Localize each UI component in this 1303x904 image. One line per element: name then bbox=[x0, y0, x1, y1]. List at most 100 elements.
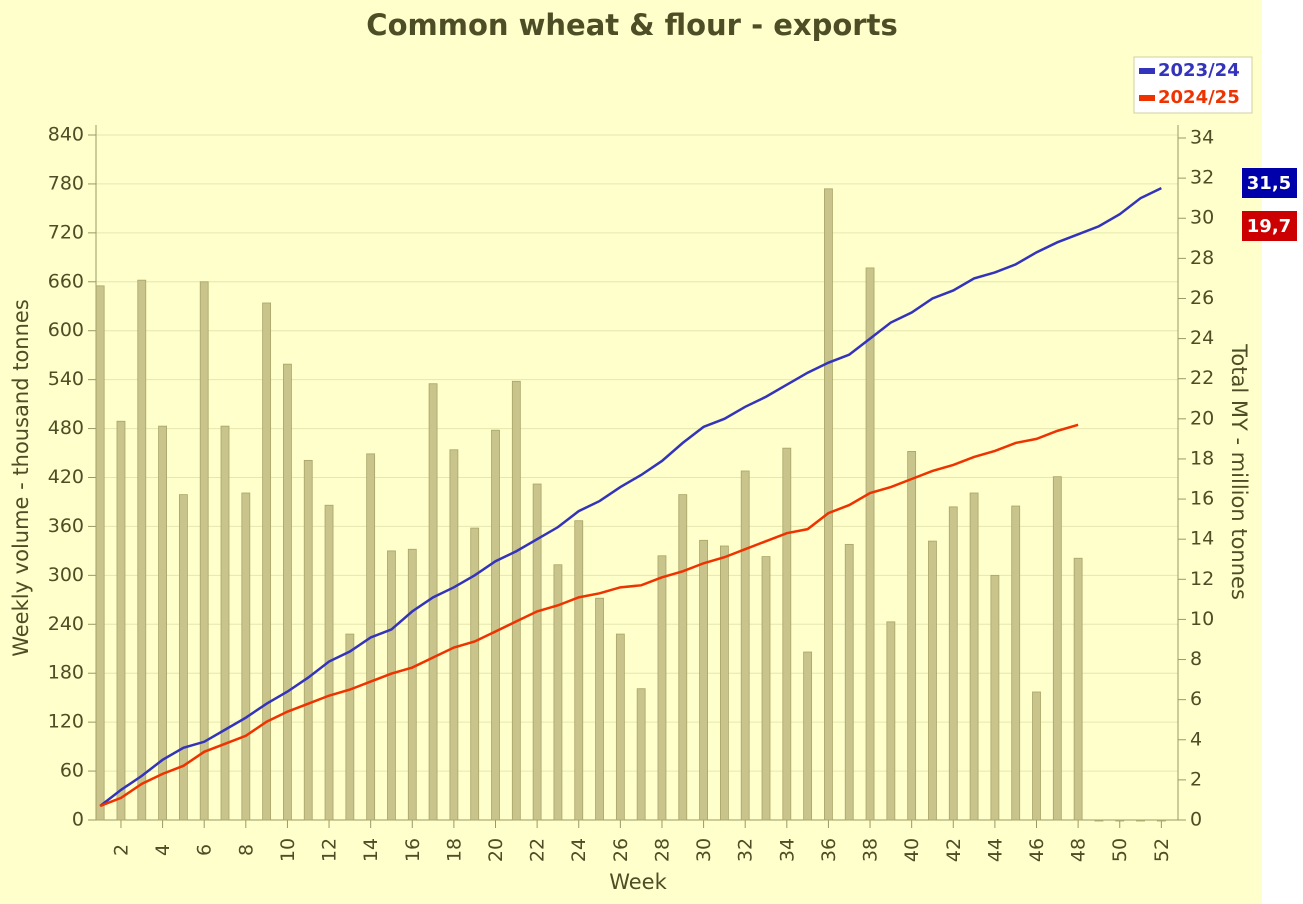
x-tick-label: 16 bbox=[402, 838, 424, 862]
end-label: 19,7 bbox=[1247, 216, 1291, 237]
bar bbox=[220, 425, 230, 821]
x-tick-label: 8 bbox=[235, 844, 257, 856]
legend bbox=[1133, 56, 1253, 114]
x-tick-label: 24 bbox=[568, 838, 590, 862]
bar bbox=[345, 633, 355, 821]
line bbox=[99, 423, 1079, 808]
end-label: 31,5 bbox=[1247, 173, 1291, 194]
bar bbox=[907, 451, 917, 821]
bar bbox=[969, 492, 979, 821]
y2-tick-label: 28 bbox=[1190, 247, 1214, 269]
bar bbox=[740, 470, 750, 821]
y2-tick-label: 26 bbox=[1190, 287, 1214, 309]
y-tick-label: 180 bbox=[48, 662, 84, 684]
bar bbox=[1052, 476, 1062, 821]
bar bbox=[178, 494, 188, 821]
y2-tick-label: 30 bbox=[1190, 207, 1214, 229]
y2-tick-label: 12 bbox=[1190, 568, 1214, 590]
end-badge bbox=[1242, 168, 1297, 198]
y-tick-label: 780 bbox=[48, 172, 84, 194]
x-tick-label: 12 bbox=[319, 838, 341, 862]
y-tick-label: 0 bbox=[72, 809, 84, 831]
bar bbox=[844, 543, 854, 821]
bar bbox=[532, 483, 542, 821]
bar bbox=[407, 548, 417, 821]
bar bbox=[199, 281, 209, 821]
bar bbox=[303, 459, 313, 821]
x-tick-label: 36 bbox=[818, 838, 840, 862]
chart-title: Common wheat & flour - exports bbox=[366, 8, 897, 42]
x-axis-label: Week bbox=[609, 870, 667, 894]
y-tick-label: 720 bbox=[48, 221, 84, 243]
legend-label: 2024/25 bbox=[1158, 87, 1240, 108]
bar bbox=[574, 520, 584, 821]
y-tick-label: 60 bbox=[60, 760, 84, 782]
bar bbox=[1115, 819, 1125, 822]
x-tick-label: 48 bbox=[1068, 838, 1090, 862]
bar bbox=[511, 380, 521, 821]
y2-tick-label: 34 bbox=[1190, 127, 1214, 149]
bar bbox=[657, 555, 667, 821]
y-tick-label: 240 bbox=[48, 613, 84, 635]
line bbox=[99, 187, 1162, 807]
y2-tick-label: 22 bbox=[1190, 367, 1214, 389]
x-tick-label: 50 bbox=[1109, 838, 1131, 862]
y-tick-label: 120 bbox=[48, 711, 84, 733]
y2-tick-label: 4 bbox=[1190, 728, 1202, 750]
bar bbox=[948, 506, 958, 821]
bar bbox=[241, 492, 251, 821]
bar bbox=[137, 279, 147, 821]
bar bbox=[553, 564, 563, 821]
bar bbox=[719, 545, 729, 821]
y2-tick-label: 8 bbox=[1190, 648, 1202, 670]
x-tick-label: 46 bbox=[1026, 838, 1048, 862]
bar bbox=[636, 688, 646, 821]
y-tick-label: 300 bbox=[48, 564, 84, 586]
bar bbox=[595, 597, 604, 821]
bar bbox=[886, 621, 896, 821]
bar bbox=[803, 651, 813, 821]
y2-axis-label: Total MY - million tonnes bbox=[1227, 343, 1251, 600]
bar bbox=[1094, 819, 1104, 822]
y-tick-label: 360 bbox=[48, 515, 84, 537]
bar bbox=[283, 363, 292, 821]
bar bbox=[470, 527, 480, 821]
y2-tick-label: 2 bbox=[1190, 768, 1202, 790]
bar bbox=[1011, 505, 1021, 821]
bar bbox=[865, 267, 875, 821]
bar bbox=[1073, 557, 1083, 821]
bar bbox=[782, 447, 792, 821]
y2-tick-label: 20 bbox=[1190, 407, 1214, 429]
x-tick-label: 26 bbox=[610, 838, 632, 862]
bar bbox=[491, 429, 500, 821]
y-tick-label: 420 bbox=[48, 466, 84, 488]
bar bbox=[95, 285, 105, 821]
bar bbox=[116, 420, 126, 821]
y-tick-label: 600 bbox=[48, 319, 84, 341]
x-tick-label: 14 bbox=[360, 838, 382, 862]
bar bbox=[449, 449, 459, 821]
y-tick-label: 840 bbox=[48, 124, 84, 146]
legend-swatch bbox=[1139, 68, 1155, 74]
y2-tick-label: 18 bbox=[1190, 447, 1214, 469]
y-tick-label: 480 bbox=[48, 417, 84, 439]
legend-swatch bbox=[1139, 95, 1155, 101]
x-tick-label: 18 bbox=[443, 838, 465, 862]
bar bbox=[928, 540, 937, 821]
x-tick-label: 42 bbox=[943, 838, 965, 862]
margin bbox=[1262, 0, 1303, 904]
y2-tick-label: 10 bbox=[1190, 608, 1214, 630]
bar bbox=[678, 494, 688, 821]
y2-tick-label: 6 bbox=[1190, 688, 1202, 710]
legend-label: 2023/24 bbox=[1158, 60, 1240, 81]
y2-tick-label: 16 bbox=[1190, 488, 1214, 510]
x-tick-label: 32 bbox=[735, 838, 757, 862]
end-badge bbox=[1242, 211, 1297, 241]
bar bbox=[1136, 819, 1145, 822]
x-tick-label: 2 bbox=[110, 844, 132, 856]
x-tick-label: 20 bbox=[485, 838, 507, 862]
y2-tick-label: 32 bbox=[1190, 167, 1214, 189]
x-tick-label: 34 bbox=[776, 838, 798, 862]
x-tick-label: 6 bbox=[194, 844, 216, 856]
